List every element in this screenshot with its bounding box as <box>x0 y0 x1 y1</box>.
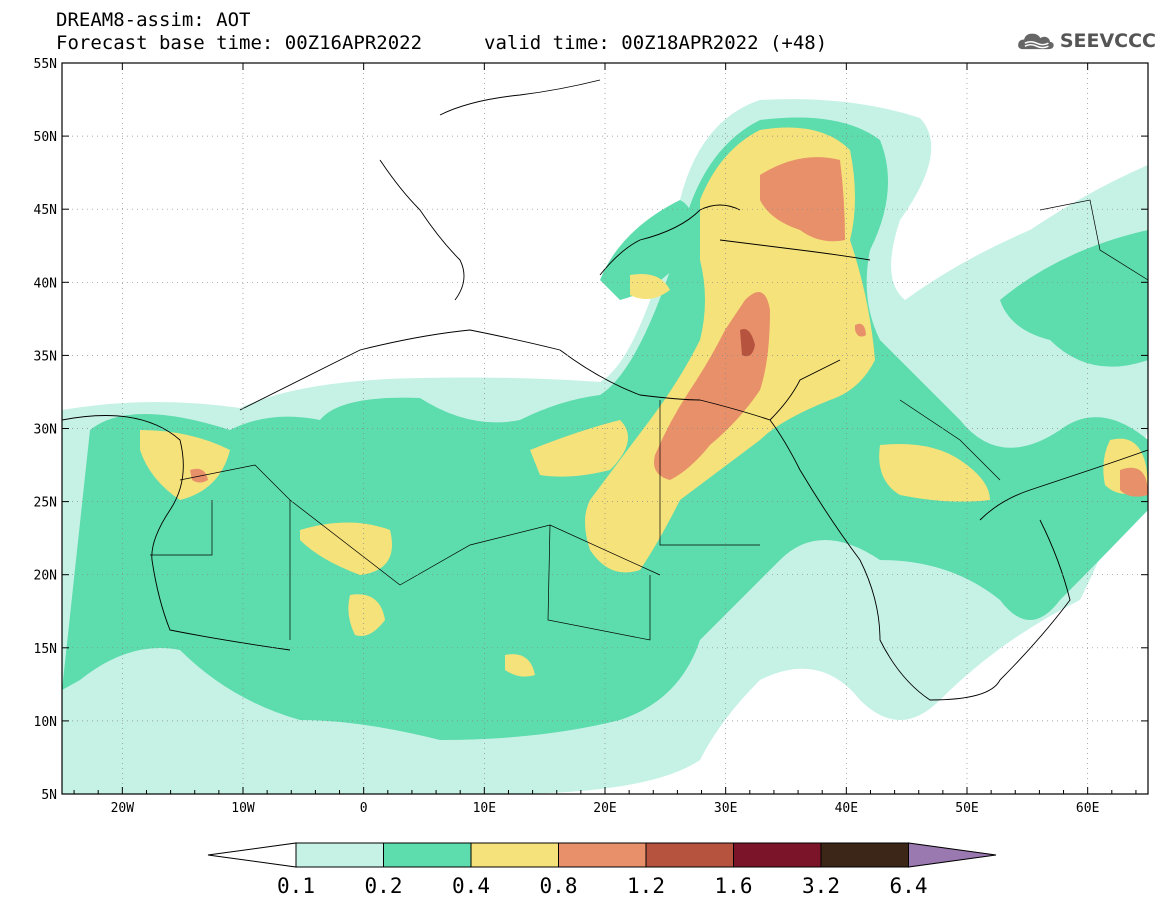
coastlines <box>62 79 1148 701</box>
lon-label: 20W <box>111 801 135 816</box>
lon-label: 40E <box>835 801 858 816</box>
lat-label: 55N <box>34 57 57 72</box>
colorbar-swatch <box>295 842 384 868</box>
lat-label: 10N <box>34 715 57 730</box>
colorbar-label: 3.2 <box>802 874 840 898</box>
colorbar-over-triangle <box>908 842 997 868</box>
logo-text: SEEVCCC <box>1059 30 1156 52</box>
map-title: DREAM8-assim: AOT <box>56 9 251 31</box>
lat-label: 25N <box>34 496 57 511</box>
colorbar-swatch <box>820 842 909 868</box>
lat-label: 45N <box>34 203 57 218</box>
lon-label: 60E <box>1076 801 1099 816</box>
graticule <box>62 63 1148 794</box>
lat-label: 5N <box>41 788 57 803</box>
colorbar-swatch <box>383 842 472 868</box>
colorbar-swatch <box>645 842 734 868</box>
borders <box>150 199 1148 641</box>
axis-ticks <box>62 62 1148 795</box>
colorbar-label: 1.6 <box>715 874 753 898</box>
colorbar-label: 1.2 <box>627 874 665 898</box>
lon-label: 10W <box>231 801 255 816</box>
lat-label: 40N <box>34 276 57 291</box>
colorbar-label: 0.2 <box>365 874 403 898</box>
forecast-base-time: Forecast base time: 00Z16APR2022 <box>56 32 423 54</box>
colorbar-swatch <box>470 842 559 868</box>
colorbar-under-triangle <box>207 842 297 868</box>
lon-label: 30E <box>714 801 737 816</box>
lon-label: 10E <box>473 801 496 816</box>
colorbar-swatch <box>733 842 822 868</box>
colorbar-label: 0.4 <box>452 874 490 898</box>
latitude-labels: 55N 50N 45N 40N 35N 30N 25N 20N 15N 10N 5N <box>34 57 57 803</box>
cloud-icon <box>1018 33 1054 50</box>
lat-label: 20N <box>34 569 57 584</box>
colorbar-swatch <box>558 842 647 868</box>
seevccc-logo: SEEVCCC <box>1016 24 1156 58</box>
colorbar: 0.1 0.2 0.4 0.8 1.2 1.6 3.2 6.4 <box>207 842 997 898</box>
lat-label: 35N <box>34 349 57 364</box>
lat-label: 50N <box>34 130 57 145</box>
aot-level-1.2 <box>740 329 755 357</box>
lon-label: 0 <box>360 801 368 816</box>
colorbar-label: 6.4 <box>890 874 928 898</box>
longitude-labels: 20W 10W 0 10E 20E 30E 40E 50E 60E <box>111 801 1100 816</box>
lat-label: 30N <box>34 423 57 438</box>
valid-time: valid time: 00Z18APR2022 (+48) <box>484 32 828 54</box>
colorbar-label: 0.8 <box>540 874 578 898</box>
lon-label: 50E <box>955 801 978 816</box>
lat-label: 15N <box>34 642 57 657</box>
colorbar-label: 0.1 <box>277 874 315 898</box>
lon-label: 20E <box>593 801 616 816</box>
